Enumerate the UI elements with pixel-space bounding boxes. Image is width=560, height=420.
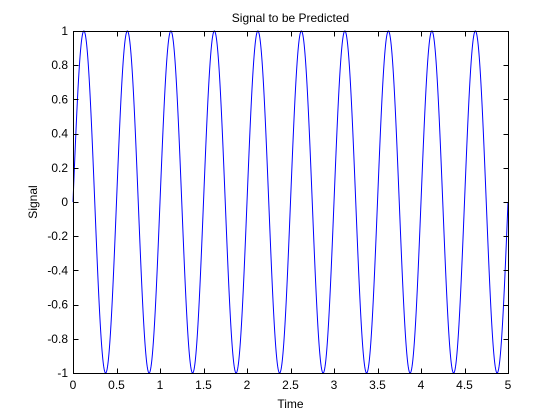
y-tick-label: 0.8 — [51, 58, 68, 72]
y-tick-label: 0.6 — [51, 92, 68, 106]
x-tick-label: 3 — [331, 378, 338, 392]
x-tick-label: 2.5 — [282, 378, 299, 392]
x-tick-label: 3.5 — [369, 378, 386, 392]
y-tick-label: -0.8 — [47, 332, 68, 346]
y-tick-label: -0.2 — [47, 229, 68, 243]
ticks-layer: 0 0.5 1 1.5 2 2.5 3 3.5 4 4.5 5 -1 -0.8 -0.6 -0.4 -0.2 0… — [47, 24, 511, 392]
x-tick-label: 0 — [70, 378, 77, 392]
x-tick-label: 5 — [505, 378, 512, 392]
x-tick-label: 0.5 — [108, 378, 125, 392]
y-tick-label: 0.2 — [51, 161, 68, 175]
x-axis-label: Time — [277, 397, 304, 411]
y-tick-label: 1 — [61, 24, 68, 38]
chart-title: Signal to be Predicted — [232, 11, 349, 25]
x-tick-label: 1 — [157, 378, 164, 392]
y-tick-label: 0 — [61, 195, 68, 209]
x-tick-label: 4.5 — [456, 378, 473, 392]
x-tick-label: 2 — [244, 378, 251, 392]
y-tick-label: -0.6 — [47, 298, 68, 312]
x-tick-label: 1.5 — [195, 378, 212, 392]
y-axis-label: Signal — [26, 185, 40, 218]
y-tick-label: -1 — [57, 366, 68, 380]
y-tick-label: 0.4 — [51, 127, 68, 141]
series-line-0 — [72, 30, 509, 374]
series-layer — [72, 30, 509, 374]
x-tick-label: 4 — [418, 378, 425, 392]
y-tick-label: -0.4 — [47, 263, 68, 277]
